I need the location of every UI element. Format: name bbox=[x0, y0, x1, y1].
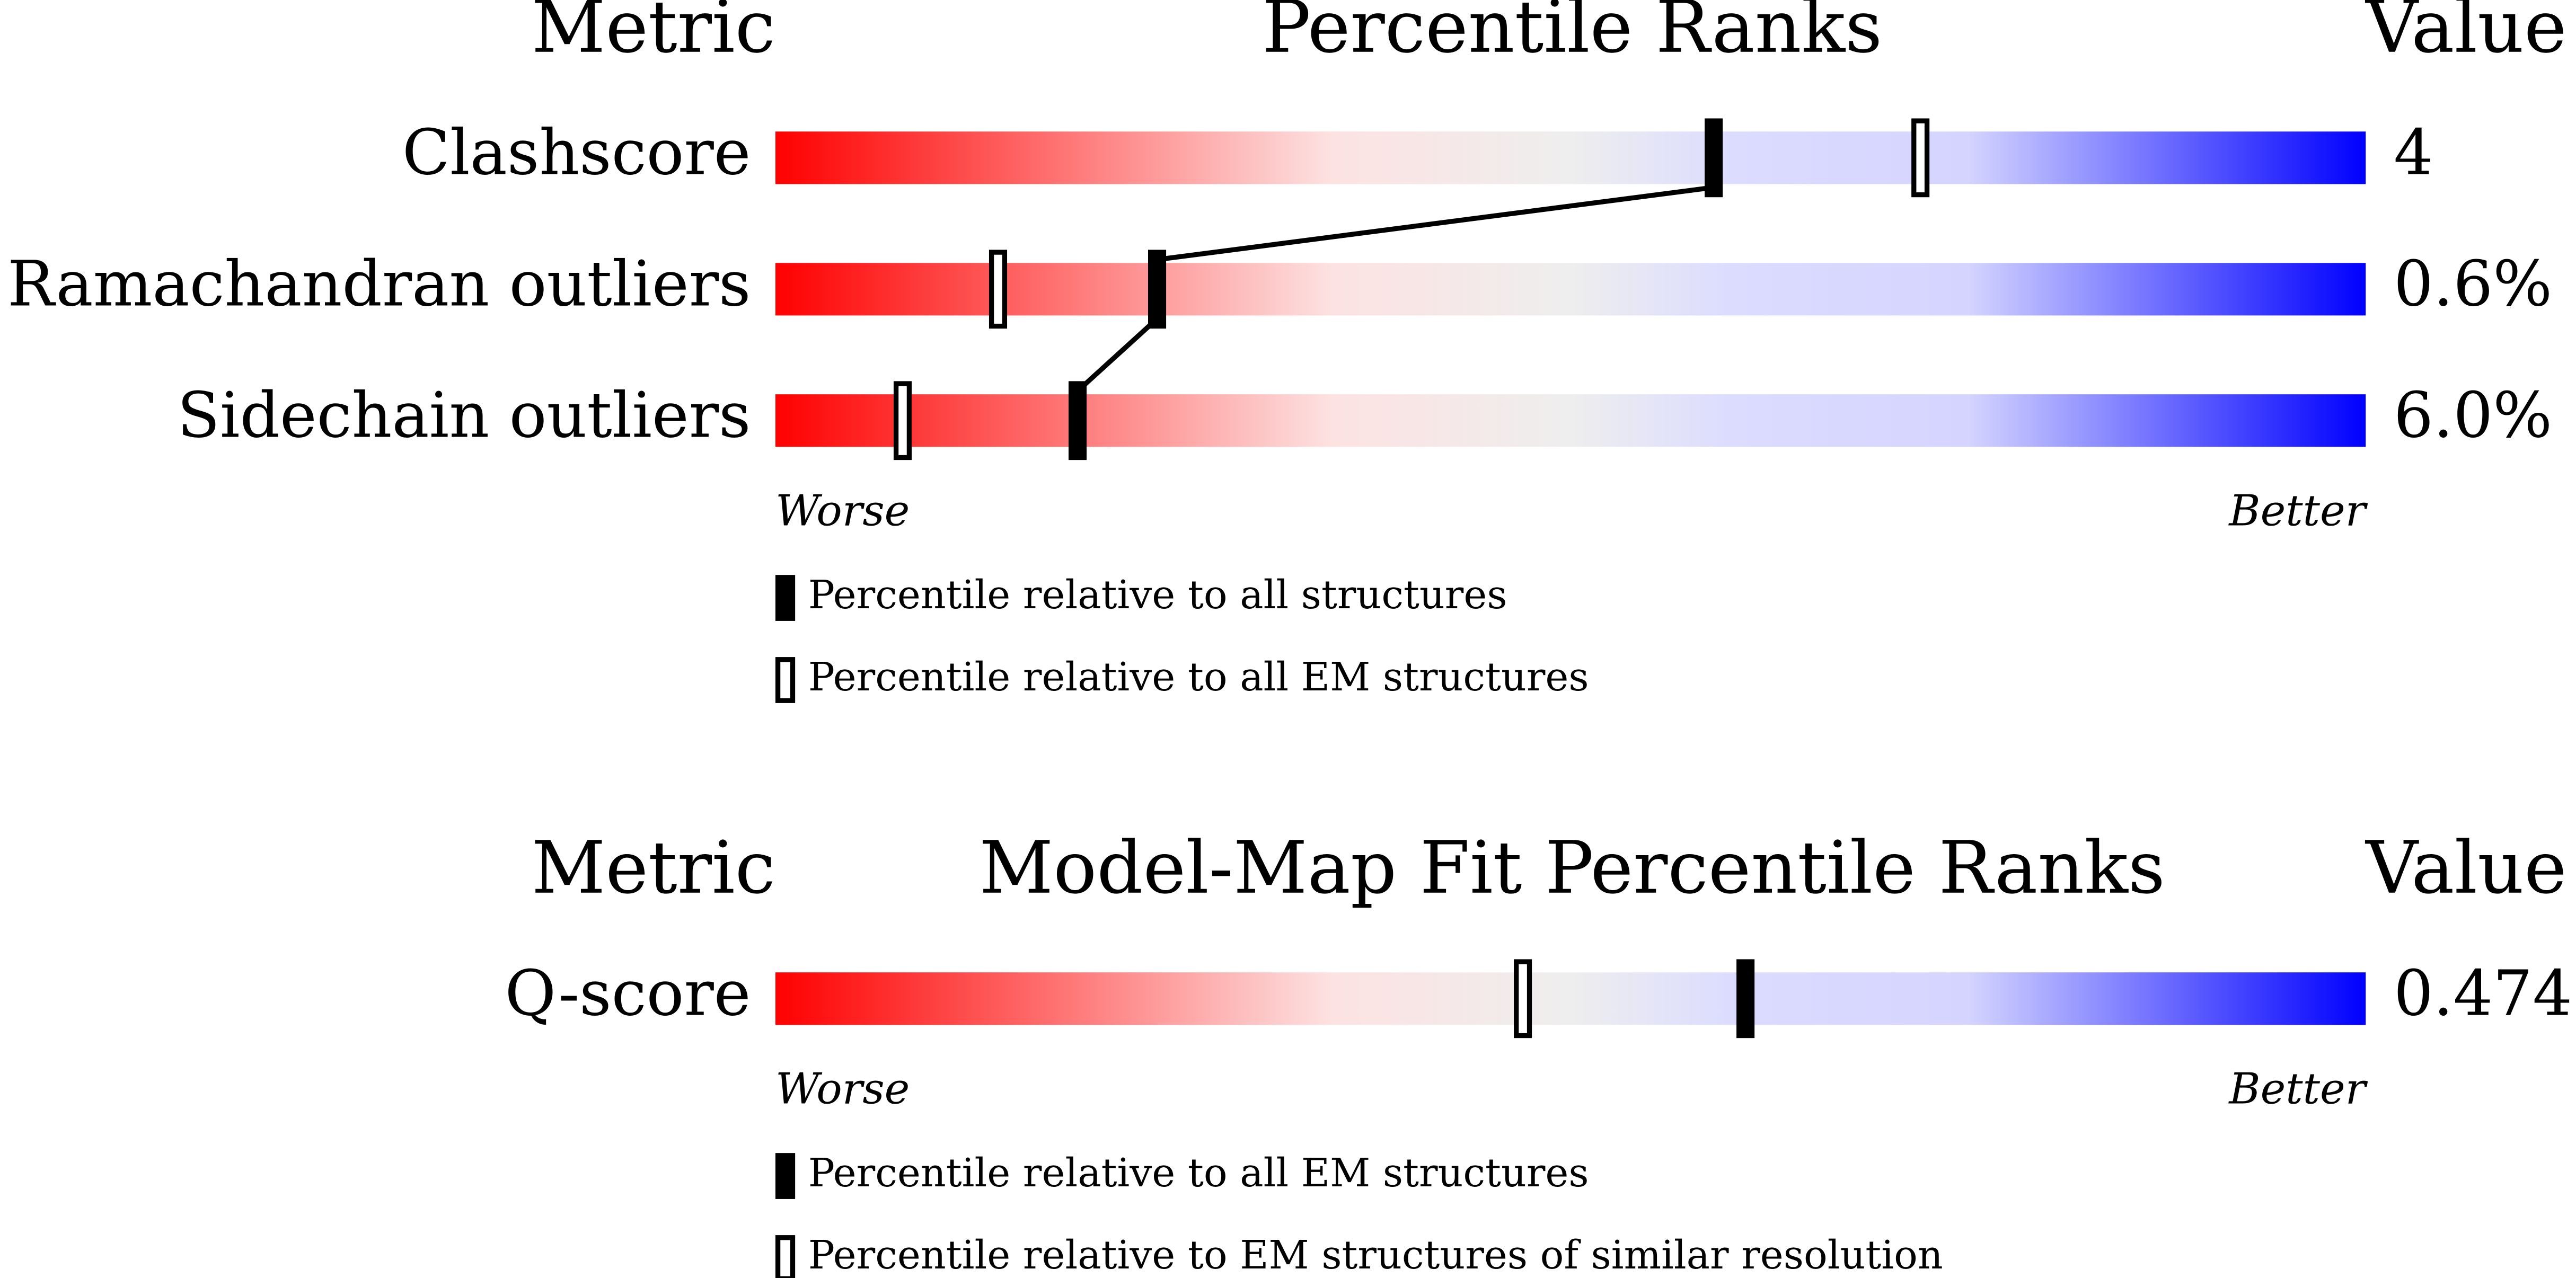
percentile-marker bbox=[989, 250, 1008, 329]
connector bbox=[1157, 185, 1714, 262]
legend-label: Percentile relative to all EM structures bbox=[808, 654, 1589, 700]
metric-label: Clashscore bbox=[402, 116, 751, 189]
panel-title: Model-Map Fit Percentile Ranks bbox=[980, 826, 2165, 910]
slider-bar bbox=[775, 394, 2366, 447]
percentile-marker bbox=[1068, 381, 1087, 460]
legend-swatch bbox=[775, 1235, 796, 1278]
metric-label: Ramachandran outliers bbox=[7, 247, 751, 320]
metric-value: 0.474 bbox=[2394, 957, 2572, 1030]
percentile-marker bbox=[1911, 118, 1930, 198]
legend-swatch bbox=[775, 575, 796, 621]
better-label: Better bbox=[2228, 486, 2368, 536]
metric-value: 4 bbox=[2394, 116, 2433, 189]
legend-label: Percentile relative to all structures bbox=[808, 572, 1507, 618]
legend-swatch bbox=[775, 1153, 796, 1199]
slider-bar bbox=[775, 972, 2366, 1025]
value-header: Value bbox=[2365, 0, 2566, 69]
connector bbox=[1075, 317, 1159, 393]
slider-bar bbox=[775, 131, 2366, 184]
metric-value: 6.0% bbox=[2394, 379, 2552, 451]
metric-value: 0.6% bbox=[2394, 247, 2552, 320]
better-label: Better bbox=[2228, 1064, 2368, 1114]
legend-label: Percentile relative to all EM structures bbox=[808, 1150, 1589, 1196]
slider-panel: Metric Model-Map Fit Percentile Ranks Valu… bbox=[505, 826, 2572, 1278]
percentile-marker bbox=[893, 381, 912, 460]
percentile-marker bbox=[1705, 118, 1723, 198]
value-header: Value bbox=[2365, 826, 2566, 910]
percentile-marker bbox=[1736, 959, 1755, 1039]
metric-label: Q-score bbox=[505, 957, 751, 1030]
panel-title: Percentile Ranks bbox=[1262, 0, 1882, 69]
percentile-marker bbox=[1148, 250, 1167, 329]
percentile-marker bbox=[1514, 959, 1532, 1039]
metric-header: Metric bbox=[532, 0, 775, 69]
metric-header: Metric bbox=[532, 826, 775, 910]
metric-label: Sidechain outliers bbox=[177, 379, 751, 451]
worse-label: Worse bbox=[775, 486, 910, 536]
slider-panel: Metric Percentile Ranks Value Clashscore 4 Ra… bbox=[7, 0, 2567, 703]
slider-bar bbox=[775, 263, 2366, 316]
worse-label: Worse bbox=[775, 1064, 910, 1114]
legend-label: Percentile relative to EM structures of … bbox=[808, 1232, 1943, 1278]
legend-swatch bbox=[775, 657, 796, 703]
